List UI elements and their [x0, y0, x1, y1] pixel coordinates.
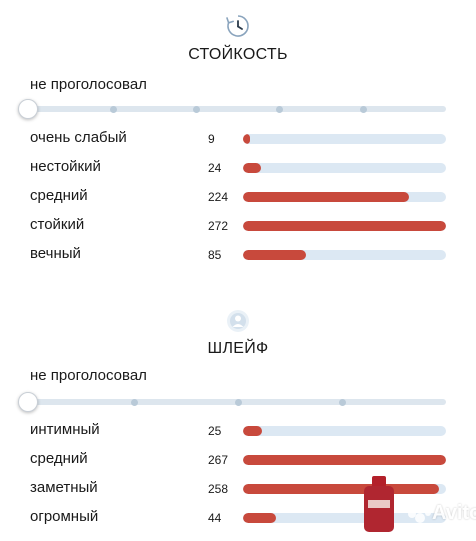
rating-bar-track — [243, 221, 446, 231]
rating-bar-track — [243, 484, 446, 494]
longevity-icon — [224, 12, 252, 40]
rating-bar-fill — [243, 455, 446, 465]
rating-bar-fill — [243, 192, 410, 202]
rating-count: 258 — [208, 482, 229, 496]
avito-watermark: Avito — [360, 474, 476, 536]
rating-label: огромный — [30, 508, 99, 525]
rating-count: 9 — [208, 132, 215, 146]
rating-row: очень слабый 9 — [0, 126, 476, 150]
rating-bar-fill — [243, 221, 446, 231]
rating-bar-fill — [243, 426, 263, 436]
rating-bar-track — [243, 426, 446, 436]
section-title-sillage: ШЛЕЙФ — [207, 340, 269, 357]
rating-count: 272 — [208, 219, 229, 233]
rating-bar-fill — [243, 163, 261, 173]
rating-label: заметный — [30, 479, 98, 496]
rating-label: нестойкий — [30, 158, 101, 175]
slider-stop[interactable] — [339, 398, 346, 406]
rating-label: средний — [30, 187, 88, 204]
not-voted-label-longevity: не проголосовал — [30, 76, 147, 93]
slider-stop[interactable] — [360, 105, 367, 113]
rating-count: 25 — [208, 424, 222, 438]
slider-thumb[interactable] — [18, 99, 38, 119]
rating-row: средний 267 — [0, 447, 476, 471]
rating-row: вечный 85 — [0, 242, 476, 266]
rating-bar-track — [243, 455, 446, 465]
rating-label: вечный — [30, 245, 81, 262]
rating-bar-fill — [243, 250, 306, 260]
slider-stop[interactable] — [131, 398, 138, 406]
rating-row: интимный 25 — [0, 418, 476, 442]
rating-count: 85 — [208, 248, 222, 262]
section-title-longevity: СТОЙКОСТЬ — [188, 46, 288, 63]
rating-row: средний 224 — [0, 184, 476, 208]
rating-row: нестойкий 24 — [0, 155, 476, 179]
watermark-text: Avito — [432, 502, 476, 524]
slider-stop[interactable] — [193, 105, 200, 113]
rating-label: стойкий — [30, 216, 85, 233]
slider-thumb[interactable] — [18, 392, 38, 412]
slider-stop[interactable] — [235, 398, 242, 406]
rating-bar-track — [243, 134, 446, 144]
rating-label: интимный — [30, 421, 100, 438]
rating-row: заметный 258 — [0, 476, 476, 500]
longevity-vote-slider[interactable] — [18, 99, 446, 119]
rating-label: средний — [30, 450, 88, 467]
slider-stop[interactable] — [276, 105, 283, 113]
rating-row: стойкий 272 — [0, 213, 476, 237]
rating-label: очень слабый — [30, 129, 127, 146]
rating-bar-track — [243, 513, 446, 523]
rating-bar-fill — [243, 513, 277, 523]
rating-bar-track — [243, 163, 446, 173]
not-voted-label-sillage: не проголосовал — [30, 367, 147, 384]
rating-bar-track — [243, 250, 446, 260]
rating-count: 224 — [208, 190, 229, 204]
rating-count: 267 — [208, 453, 229, 467]
rating-bar-fill — [243, 484, 440, 494]
sillage-vote-slider[interactable] — [18, 392, 446, 412]
rating-row: огромный 44 — [0, 505, 476, 529]
slider-stop[interactable] — [110, 105, 117, 113]
sillage-icon — [225, 308, 251, 334]
rating-count: 24 — [208, 161, 222, 175]
rating-bar-track — [243, 192, 446, 202]
rating-bar-fill — [243, 134, 250, 144]
rating-count: 44 — [208, 511, 222, 525]
